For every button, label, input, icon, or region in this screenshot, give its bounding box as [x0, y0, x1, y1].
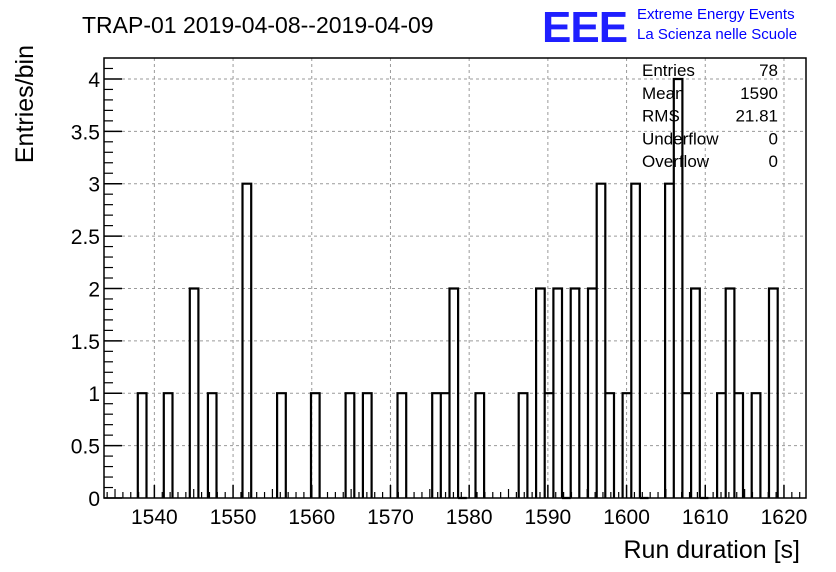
logo-line-1: Extreme Energy Events [637, 6, 795, 23]
x-tick-label: 1620 [761, 506, 808, 529]
stats-value: 78 [759, 61, 778, 80]
y-tick-label: 3.5 [71, 121, 100, 144]
y-tick-label: 3 [88, 174, 100, 197]
y-tick-label: 4 [88, 69, 100, 92]
y-tick-label: 1.5 [71, 331, 100, 354]
x-axis-title: Run duration [s] [624, 536, 801, 564]
x-tick-labels: 1540 1550 1560 1570 1580 1590 1600 1610 1620 [131, 506, 807, 529]
y-tick-label: 0.5 [71, 436, 100, 459]
y-axis-title: Entries/bin [11, 45, 39, 163]
x-tick-label: 1540 [131, 506, 178, 529]
chart-title: TRAP-01 2019-04-08--2019-04-09 [82, 12, 434, 38]
x-tick-label: 1550 [210, 506, 257, 529]
y-tick-labels: 0 0.5 1 1.5 2 2.5 3 3.5 4 [71, 69, 101, 511]
stats-value: 21.81 [735, 107, 778, 126]
y-tick-label: 2.5 [71, 226, 100, 249]
logo-line-2: La Scienza nelle Scuole [637, 26, 797, 43]
stats-value: 1590 [740, 84, 778, 103]
x-tick-label: 1560 [288, 506, 335, 529]
histogram-series [136, 77, 779, 500]
stats-label: Overflow [642, 152, 710, 171]
stats-label: Entries [642, 61, 695, 80]
y-tick-label: 1 [88, 383, 100, 406]
y-tick-label: 2 [88, 278, 100, 301]
x-tick-label: 1610 [682, 506, 729, 529]
stats-label: RMS [642, 107, 680, 126]
y-tick-label: 0 [88, 488, 100, 511]
grid-lines [104, 58, 806, 498]
x-tick-label: 1570 [367, 506, 414, 529]
x-tick-label: 1580 [446, 506, 493, 529]
stats-value: 0 [769, 129, 778, 148]
x-tick-label: 1600 [603, 506, 650, 529]
x-tick-label: 1590 [525, 506, 572, 529]
stats-label: Underflow [642, 129, 719, 148]
axis-ticks [104, 67, 801, 499]
stats-box: Entries 78 Mean 1590 RMS 21.81 Underflow 0 Overf… [642, 61, 778, 171]
stats-value: 0 [769, 152, 778, 171]
eee-logo: EEE [542, 3, 627, 52]
stats-label: Mean [642, 84, 685, 103]
